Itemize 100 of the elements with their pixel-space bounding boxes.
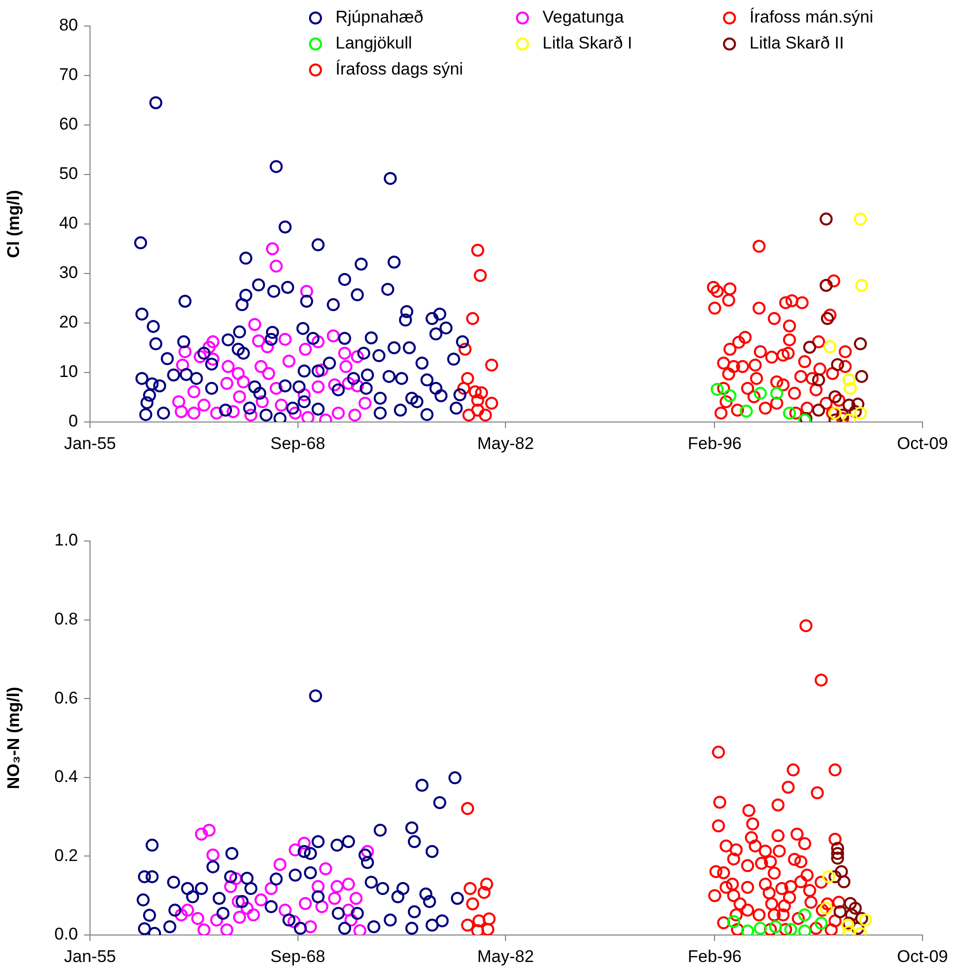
point [710, 284, 724, 298]
point [194, 882, 208, 896]
point [229, 872, 242, 886]
point [202, 340, 216, 354]
point [723, 389, 736, 402]
point [138, 870, 151, 884]
point [187, 385, 200, 398]
point [339, 360, 352, 374]
point [278, 332, 292, 346]
point [262, 366, 276, 380]
point [834, 865, 848, 878]
point [457, 382, 470, 395]
y-tick-label: 0.2 [54, 846, 78, 865]
point [358, 396, 372, 410]
point [187, 406, 200, 420]
point [176, 358, 190, 372]
point [426, 844, 439, 858]
point [143, 908, 156, 922]
point [450, 892, 464, 905]
legend-label: Litla Skarð I [542, 34, 632, 53]
point [264, 900, 278, 914]
point [823, 308, 836, 322]
point [706, 280, 720, 294]
point [720, 395, 733, 408]
point [803, 340, 816, 354]
y-axis-title: Cl (mg/l) [4, 190, 23, 258]
point [312, 380, 325, 394]
point [782, 319, 796, 332]
point [298, 844, 311, 858]
point [405, 821, 418, 834]
point [848, 902, 862, 915]
point [206, 848, 220, 862]
point [770, 386, 784, 400]
point [769, 920, 782, 934]
point [287, 915, 300, 928]
point [274, 858, 287, 871]
point [350, 350, 364, 364]
point [423, 895, 436, 908]
point [312, 880, 325, 894]
point [854, 212, 867, 226]
point [312, 890, 325, 904]
point [471, 394, 484, 407]
x-tick-label: Sep-68 [270, 946, 326, 966]
point [855, 278, 868, 292]
point [240, 902, 254, 915]
point [859, 914, 872, 927]
point [391, 890, 404, 904]
point [146, 838, 159, 852]
point [474, 268, 487, 282]
x-tick-label: Oct-09 [896, 434, 948, 453]
point [813, 362, 826, 376]
point [788, 386, 801, 400]
point [732, 336, 746, 349]
point [842, 398, 856, 412]
point [785, 294, 798, 308]
point [782, 406, 796, 420]
point [353, 924, 366, 935]
point [798, 355, 812, 368]
point [252, 334, 266, 348]
point [294, 922, 307, 935]
point [304, 866, 317, 880]
point [714, 406, 728, 420]
point [350, 906, 364, 920]
y-tick-label: 60 [59, 114, 78, 134]
legend-label: Rjúpnahæð [335, 8, 424, 27]
point [301, 411, 314, 422]
point [225, 846, 238, 860]
point [768, 312, 781, 326]
point [248, 318, 262, 331]
y-axis-title: NO₃-N (mg/l) [4, 686, 23, 790]
point [384, 914, 397, 927]
point [342, 878, 355, 891]
point [708, 302, 722, 315]
point [338, 922, 352, 935]
point [178, 345, 192, 358]
legend-label: Litla Skarð II [749, 34, 844, 53]
point [163, 920, 176, 934]
point [478, 408, 492, 422]
point [776, 348, 790, 362]
point [274, 398, 288, 412]
point [814, 916, 828, 930]
point [770, 396, 784, 410]
point [360, 844, 374, 858]
point [740, 404, 753, 418]
point [233, 910, 246, 924]
point [270, 382, 283, 395]
point [206, 860, 220, 874]
point [332, 906, 345, 920]
point [727, 360, 740, 374]
point [798, 908, 812, 922]
point [298, 388, 311, 402]
point [820, 212, 833, 226]
point [717, 382, 730, 395]
point [224, 880, 238, 894]
x-tick-label: Feb-96 [688, 434, 742, 453]
x-tick-label: Sep-68 [270, 434, 326, 453]
point [466, 897, 480, 910]
point [820, 396, 833, 410]
point [348, 408, 362, 422]
point [405, 922, 418, 935]
